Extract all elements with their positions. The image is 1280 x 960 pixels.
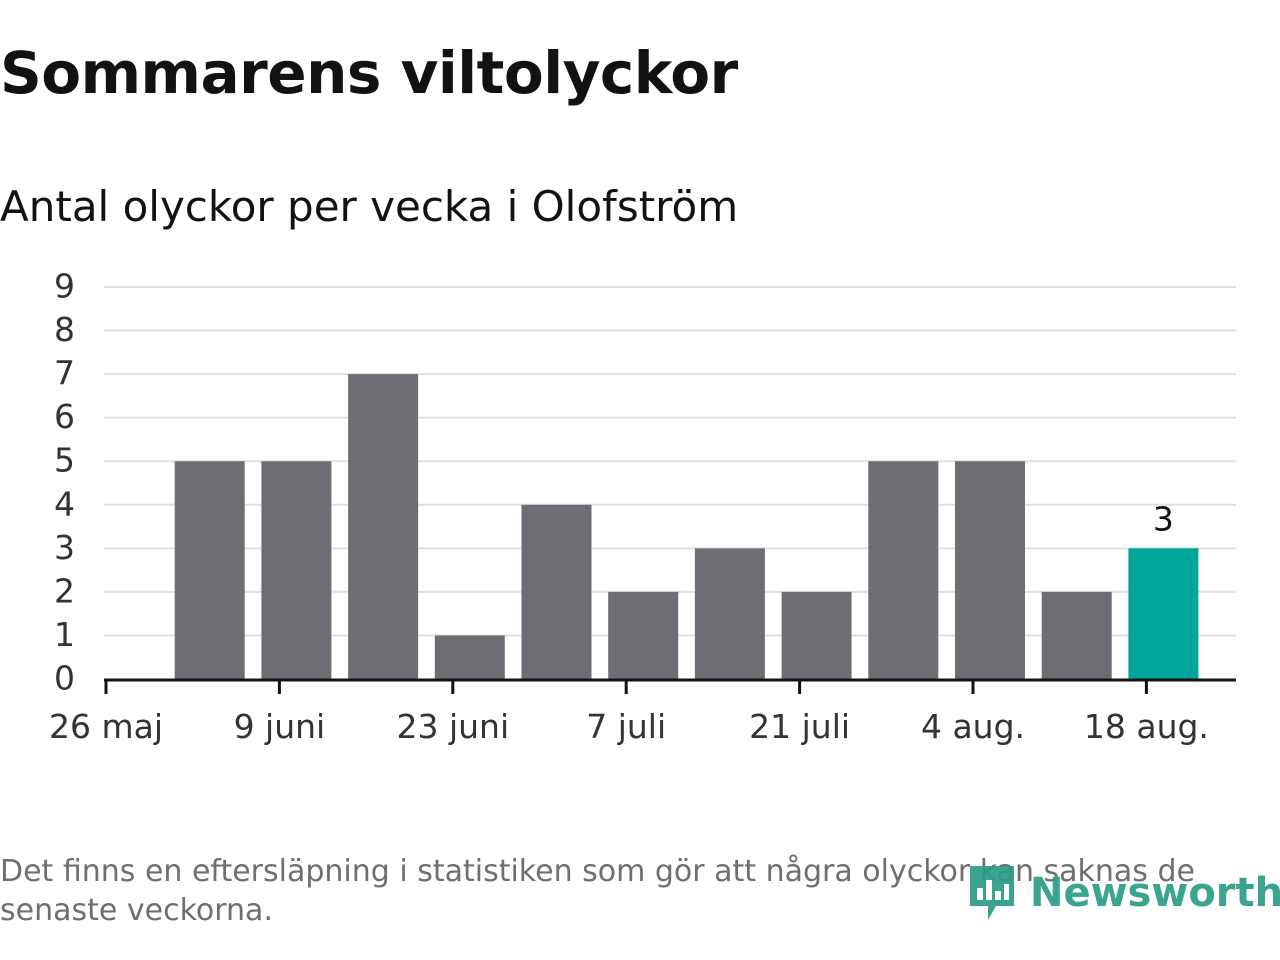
x-tick-label: 9 juni	[234, 707, 326, 746]
x-tick-label: 7 juli	[586, 707, 666, 746]
y-tick-label: 9	[54, 267, 75, 306]
chart-title: Sommarens viltolyckor	[0, 39, 738, 107]
chart-subtitle: Antal olyckor per vecka i Olofström	[0, 182, 739, 231]
bar-chart: 0 1 2 3 4 5 6 7 8 9 26 maj 9 juni 23 juni 7 juli 21 j…	[49, 267, 1236, 746]
data-labels: 3	[1153, 499, 1174, 538]
y-tick-label: 3	[54, 528, 75, 567]
y-tick-label: 4	[54, 484, 75, 523]
bar	[174, 461, 245, 679]
x-tick-label: 18 aug.	[1084, 707, 1209, 746]
bar	[694, 548, 765, 679]
bar	[608, 591, 679, 679]
data-label: 3	[1153, 499, 1174, 538]
x-axis-tick-labels: 26 maj 9 juni 23 juni 7 juli 21 juli 4 aug. 18…	[49, 707, 1209, 746]
bar	[1041, 591, 1112, 679]
bar	[868, 461, 939, 679]
y-tick-label: 7	[54, 354, 75, 393]
y-tick-label: 6	[54, 397, 75, 436]
bar-chart-logo-icon	[970, 866, 1014, 920]
bar	[521, 504, 592, 679]
x-tick-label: 21 juli	[749, 707, 850, 746]
y-tick-label: 8	[54, 310, 75, 349]
y-tick-label: 5	[54, 441, 75, 480]
x-tick-label: 26 maj	[49, 707, 163, 746]
newsworthy-logo: Newsworthy	[966, 862, 1280, 924]
y-tick-label: 2	[54, 571, 75, 610]
y-axis-tick-labels: 0 1 2 3 4 5 6 7 8 9	[54, 267, 75, 698]
bar	[781, 591, 852, 679]
x-tick-label: 4 aug.	[921, 707, 1025, 746]
bar	[955, 461, 1025, 679]
logo-text: Newsworthy	[1030, 870, 1280, 916]
bars	[174, 374, 1199, 679]
bar	[261, 461, 332, 679]
y-tick-label: 0	[54, 659, 75, 698]
bar-highlighted	[1128, 548, 1199, 679]
x-tick-label: 23 juni	[396, 707, 509, 746]
bar	[348, 374, 419, 679]
y-tick-label: 1	[54, 615, 75, 654]
x-axis	[104, 678, 1236, 694]
bar	[434, 635, 505, 679]
